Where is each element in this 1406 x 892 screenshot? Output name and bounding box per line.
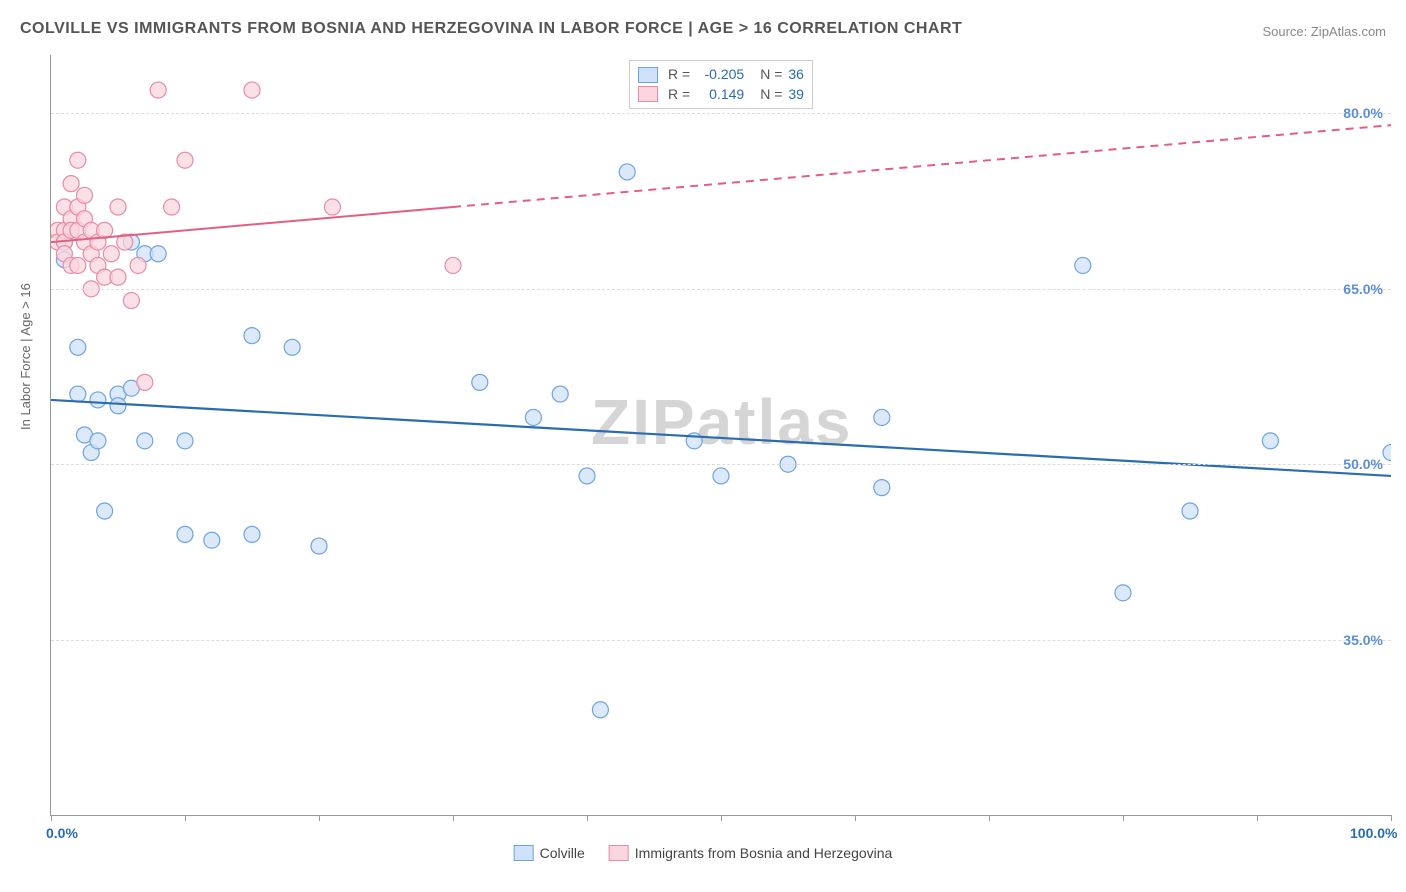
scatter-point: [123, 293, 139, 309]
legend-series-item: Immigrants from Bosnia and Herzegovina: [609, 845, 893, 861]
scatter-point: [97, 503, 113, 519]
scatter-point: [324, 199, 340, 215]
r-label: R =: [668, 85, 690, 105]
n-label: N =: [760, 85, 782, 105]
x-tick: [1123, 815, 1124, 821]
y-axis-label: In Labor Force | Age > 16: [18, 283, 33, 430]
scatter-point: [177, 433, 193, 449]
legend-swatch: [514, 845, 534, 861]
y-tick-label: 80.0%: [1343, 105, 1383, 121]
scatter-point: [244, 328, 260, 344]
scatter-point: [177, 526, 193, 542]
scatter-point: [713, 468, 729, 484]
scatter-point: [70, 339, 86, 355]
r-value: 0.149: [696, 85, 744, 105]
x-tick-label: 100.0%: [1350, 825, 1397, 841]
legend-correlation-row: R = -0.205 N = 36: [638, 65, 804, 85]
scatter-point: [90, 392, 106, 408]
x-tick: [989, 815, 990, 821]
scatter-point: [874, 409, 890, 425]
scatter-point: [90, 433, 106, 449]
y-tick-label: 50.0%: [1343, 456, 1383, 472]
x-tick: [721, 815, 722, 821]
x-tick: [587, 815, 588, 821]
scatter-point: [110, 199, 126, 215]
scatter-point: [137, 374, 153, 390]
n-value: 39: [788, 85, 804, 105]
scatter-point: [164, 199, 180, 215]
scatter-point: [552, 386, 568, 402]
series-legend: Colville Immigrants from Bosnia and Herze…: [514, 845, 893, 861]
scatter-point: [70, 152, 86, 168]
legend-series-item: Colville: [514, 845, 585, 861]
scatter-point: [1383, 445, 1391, 461]
gridline: [51, 640, 1391, 641]
scatter-point: [130, 257, 146, 273]
x-tick-label: 0.0%: [46, 825, 78, 841]
regression-line-dashed: [453, 125, 1391, 207]
scatter-point: [110, 269, 126, 285]
scatter-point: [284, 339, 300, 355]
scatter-point: [472, 374, 488, 390]
x-tick: [1257, 815, 1258, 821]
n-label: N =: [760, 65, 782, 85]
chart-title: COLVILLE VS IMMIGRANTS FROM BOSNIA AND H…: [20, 20, 962, 38]
x-tick: [1391, 815, 1392, 821]
scatter-point: [1075, 257, 1091, 273]
gridline: [51, 113, 1391, 114]
legend-swatch: [638, 67, 658, 83]
x-tick: [453, 815, 454, 821]
gridline: [51, 464, 1391, 465]
correlation-legend: R = -0.205 N = 36 R = 0.149 N = 39: [629, 60, 813, 109]
scatter-point: [445, 257, 461, 273]
scatter-point: [311, 538, 327, 554]
r-value: -0.205: [696, 65, 744, 85]
scatter-point: [1115, 585, 1131, 601]
scatter-point: [1262, 433, 1278, 449]
scatter-point: [137, 433, 153, 449]
scatter-point: [70, 386, 86, 402]
scatter-point: [77, 187, 93, 203]
scatter-point: [70, 257, 86, 273]
scatter-point: [204, 532, 220, 548]
scatter-point: [1182, 503, 1198, 519]
scatter-point: [177, 152, 193, 168]
r-label: R =: [668, 65, 690, 85]
scatter-point: [244, 82, 260, 98]
chart-plot-area: ZIPatlas R =-0.205N =36R =0.149N =39 35.…: [50, 55, 1391, 816]
scatter-point: [874, 480, 890, 496]
x-tick: [855, 815, 856, 821]
n-value: 36: [788, 65, 804, 85]
scatter-point: [150, 246, 166, 262]
legend-series-label: Immigrants from Bosnia and Herzegovina: [635, 845, 893, 861]
scatter-point: [619, 164, 635, 180]
scatter-point: [592, 702, 608, 718]
scatter-point: [525, 409, 541, 425]
gridline: [51, 289, 1391, 290]
legend-swatch: [609, 845, 629, 861]
legend-correlation-row: R = 0.149 N = 39: [638, 85, 804, 105]
legend-series-label: Colville: [540, 845, 585, 861]
scatter-point: [244, 526, 260, 542]
x-tick: [319, 815, 320, 821]
source-label: Source: ZipAtlas.com: [1262, 24, 1386, 39]
y-tick-label: 35.0%: [1343, 632, 1383, 648]
y-tick-label: 65.0%: [1343, 281, 1383, 297]
scatter-point: [150, 82, 166, 98]
scatter-point: [110, 398, 126, 414]
scatter-svg: [51, 55, 1391, 815]
x-tick: [185, 815, 186, 821]
x-tick: [51, 815, 52, 821]
legend-swatch: [638, 86, 658, 102]
scatter-point: [103, 246, 119, 262]
scatter-point: [579, 468, 595, 484]
scatter-point: [63, 176, 79, 192]
